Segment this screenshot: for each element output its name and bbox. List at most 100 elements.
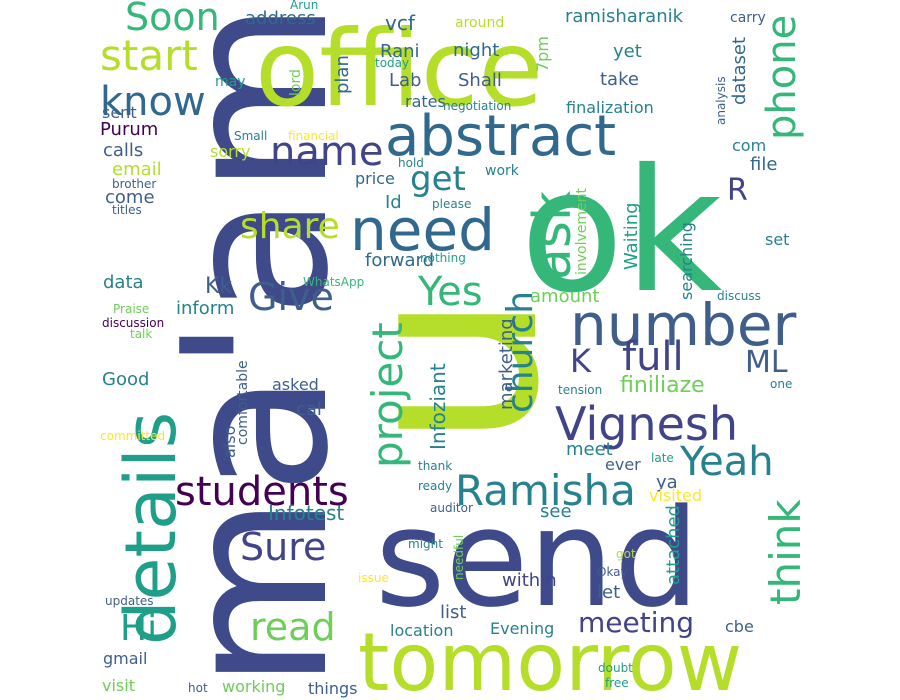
- word-read: read: [250, 605, 336, 649]
- word-hi: Hi: [120, 608, 157, 649]
- word-work: work: [485, 163, 520, 179]
- word-get: get: [410, 159, 466, 199]
- word-calls: calls: [103, 140, 143, 161]
- word-ramisharanik: ramisharanik: [565, 6, 684, 27]
- word-negotiation: negotiation: [443, 99, 511, 113]
- word-updates: updates: [105, 594, 154, 608]
- word-sent: sent: [102, 103, 137, 122]
- word-lord: lord: [288, 69, 304, 96]
- word-price: price: [355, 169, 395, 188]
- word-office: office: [255, 8, 543, 130]
- word-thank: thank: [418, 459, 452, 473]
- word-share: share: [240, 206, 340, 247]
- word-rani: Rani: [380, 41, 420, 62]
- word-forward: forward: [365, 250, 434, 271]
- word-brother: brother: [112, 177, 156, 191]
- word-infoziant: Infoziant: [426, 363, 450, 450]
- word-name: name: [270, 129, 383, 175]
- word-see: see: [540, 501, 572, 522]
- word-vcf: vcf: [385, 11, 416, 35]
- word-late: late: [651, 451, 674, 465]
- word-7pm: 7pm: [533, 36, 552, 72]
- word-r: R: [727, 173, 748, 208]
- word-com: com: [732, 136, 766, 155]
- word-whatsapp: WhatsApp: [303, 275, 364, 289]
- word-yes: Yes: [417, 269, 483, 315]
- word-okay: Okay: [597, 565, 628, 579]
- word-titles: titles: [112, 203, 142, 217]
- word-nothing: nothing: [420, 251, 466, 265]
- word-one: one: [770, 377, 792, 391]
- word-also: also: [220, 426, 239, 458]
- word-ma-am: ma'am: [140, 0, 373, 690]
- word-start: start: [100, 31, 198, 80]
- word-infotest: Infotest: [268, 501, 344, 525]
- word-church: church: [500, 291, 541, 413]
- word-waiting: Waiting: [621, 202, 642, 270]
- word-yeah: Yeah: [679, 439, 774, 485]
- word-discussion: discussion: [102, 316, 164, 330]
- word-discuss: discuss: [717, 289, 761, 303]
- word-within: within: [502, 570, 557, 591]
- word-ok: ok: [520, 133, 722, 331]
- word-searching: searching: [677, 222, 696, 300]
- word-full: full: [622, 334, 684, 380]
- word-ramisha: Ramisha: [455, 466, 636, 515]
- word-data: data: [103, 272, 144, 293]
- word-financial: financial: [288, 129, 339, 143]
- word-committed: committed: [100, 429, 165, 443]
- word-sure: Sure: [240, 525, 326, 569]
- word-rates: rates: [405, 92, 446, 111]
- word-issue: issue: [358, 571, 389, 585]
- word-set: set: [765, 230, 789, 249]
- word-analysis: analysis: [714, 76, 728, 125]
- word-finalization: finalization: [566, 98, 654, 117]
- word-evening: Evening: [490, 619, 554, 638]
- word-might: might: [408, 537, 443, 551]
- word-students: students: [175, 469, 349, 515]
- word-attached: attached: [663, 505, 684, 585]
- word-today: today: [375, 56, 409, 70]
- word-things: things: [308, 679, 358, 698]
- word-please: please: [432, 197, 471, 211]
- word-meet: meet: [566, 439, 613, 460]
- word-needful: needful: [452, 535, 466, 580]
- word-yet: yet: [613, 41, 642, 62]
- word-ml: ML: [745, 345, 788, 380]
- word-take: take: [600, 69, 639, 90]
- word-project: project: [363, 322, 412, 468]
- word-phone: phone: [759, 15, 805, 140]
- word-k: K: [570, 342, 592, 380]
- word-meeting: meeting: [578, 606, 694, 639]
- word-ask: ask: [523, 191, 583, 280]
- word-finiliaze: finiliaze: [620, 373, 705, 398]
- word-u: u: [303, 292, 594, 450]
- word-number: number: [570, 291, 797, 359]
- word-kk: Kk: [205, 274, 232, 299]
- word-email: email: [112, 159, 162, 180]
- word-plan: plan: [332, 55, 353, 94]
- word-details: details: [110, 412, 192, 645]
- word-marketing: marketing: [496, 318, 517, 410]
- word-hot: hot: [188, 681, 208, 695]
- word-good: Good: [102, 369, 149, 390]
- word-send: send: [375, 480, 700, 637]
- word-dataset: dataset: [729, 37, 750, 105]
- word-soon: Soon: [125, 0, 220, 39]
- word-auditor: auditor: [430, 501, 473, 515]
- word-ya: ya: [656, 472, 678, 493]
- word-id: Id: [385, 192, 402, 213]
- word-arun: Arun: [290, 0, 318, 12]
- word-let: let: [597, 582, 620, 603]
- word-sorry: sorry: [210, 142, 250, 161]
- word-location: location: [390, 621, 453, 640]
- word-asked: asked: [272, 375, 319, 394]
- word-come: come: [105, 187, 155, 208]
- word-think: think: [761, 499, 810, 605]
- word-carry: carry: [730, 10, 766, 26]
- word-shall: Shall: [458, 70, 502, 91]
- word-vignesh: Vignesh: [555, 397, 738, 451]
- word-lab: Lab: [389, 70, 421, 91]
- word-may: may: [215, 74, 246, 90]
